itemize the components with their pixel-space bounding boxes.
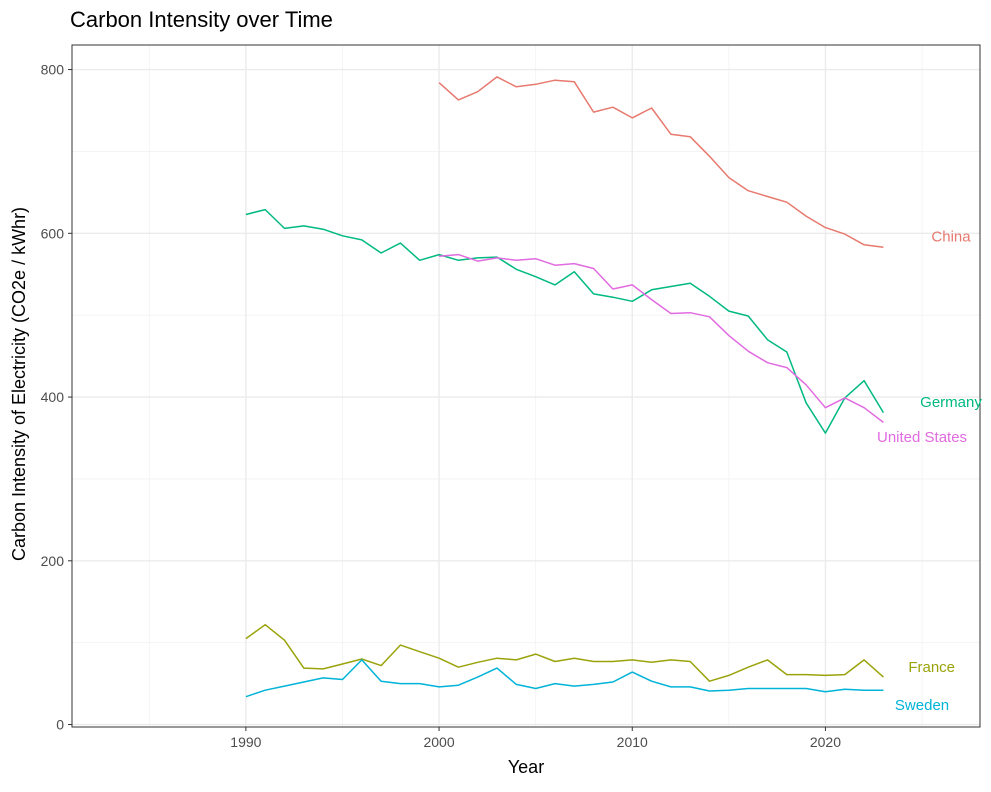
series-label-germany: Germany <box>920 394 982 411</box>
series-label-france: France <box>908 659 955 676</box>
y-tick-label: 400 <box>41 389 65 405</box>
y-tick-label: 0 <box>56 717 64 733</box>
y-tick-label: 800 <box>41 62 65 78</box>
series-label-layer: China Germany United States France Sweden <box>877 229 982 714</box>
series-line-united-states <box>439 253 884 423</box>
x-tick-label: 2020 <box>810 734 841 750</box>
series-line-china <box>438 76 884 248</box>
series-line-sweden <box>245 659 884 698</box>
series-layer <box>245 76 885 698</box>
series-label-sweden: Sweden <box>895 697 949 714</box>
plot-panel-border <box>71 44 981 728</box>
chart-title: Carbon Intensity over Time <box>70 7 333 32</box>
y-axis-label: Carbon Intensity of Electricity (CO2e / … <box>9 207 29 561</box>
series-line-germany <box>245 208 885 434</box>
x-tick-label: 2000 <box>423 734 454 750</box>
series-line-france <box>245 623 884 682</box>
y-tick-label: 600 <box>41 225 65 241</box>
x-tick-label: 1990 <box>230 734 261 750</box>
y-tick-label: 200 <box>41 553 65 569</box>
x-tick-label: 2010 <box>617 734 648 750</box>
x-axis-label: Year <box>508 757 544 777</box>
grid-layer <box>72 45 980 727</box>
axis-layer: 1990 2000 2010 2020 0 200 400 600 800 <box>41 62 842 750</box>
series-label-china: China <box>931 229 971 246</box>
series-label-united-states: United States <box>877 429 967 446</box>
